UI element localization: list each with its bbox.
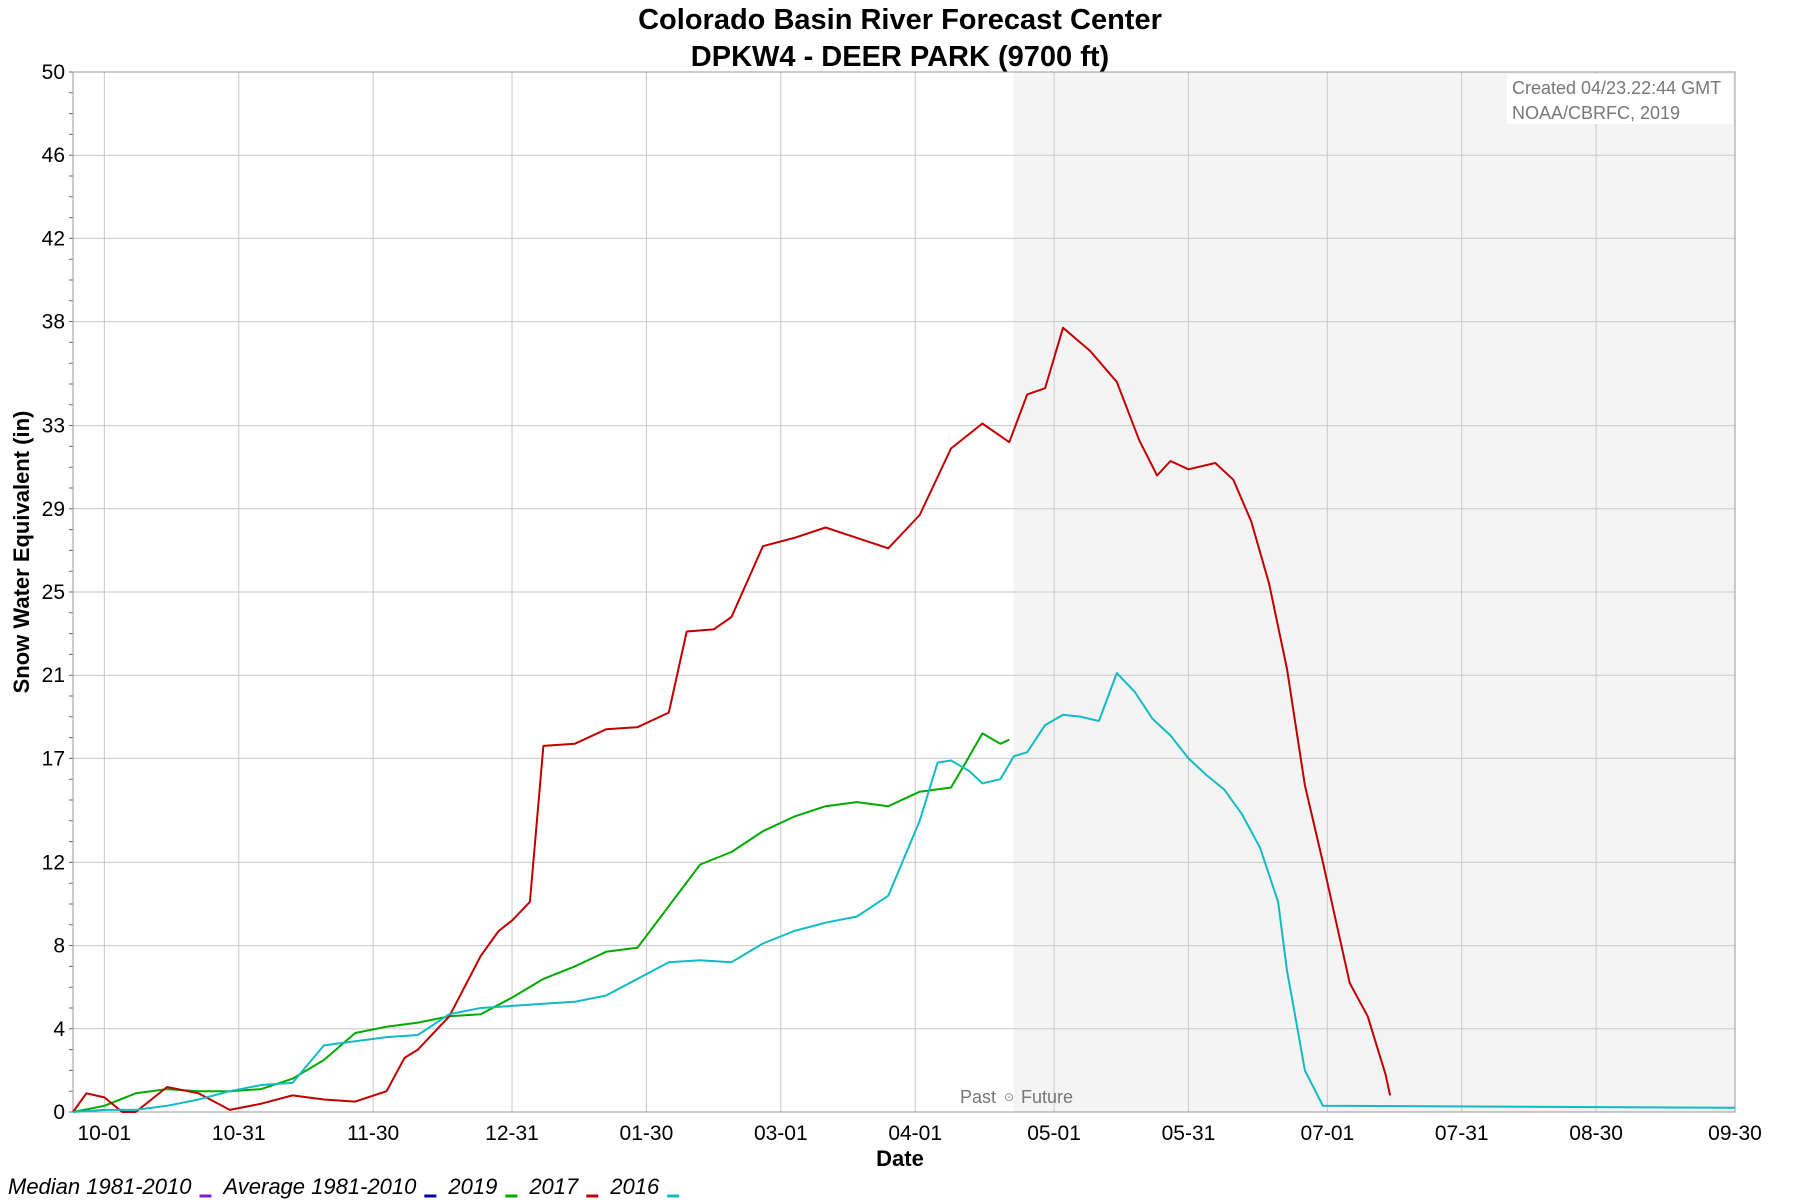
y-tick-label: 0 [53, 1101, 65, 1124]
x-axis-label: Date [876, 1146, 924, 1171]
y-tick-label: 38 [42, 311, 65, 334]
series-line-2017 [72, 326, 1392, 1113]
x-axis-tick-labels: 10-01 10-31 11-30 12-31 01-30 03-01 04-01 05-01… [77, 1122, 1761, 1145]
y-tick-label: 17 [42, 747, 65, 770]
source-note: NOAA/CBRFC, 2019 [1512, 103, 1680, 123]
chart-title: Colorado Basin River Forecast Center [638, 4, 1162, 36]
x-tick-label: 08-30 [1569, 1122, 1623, 1145]
y-axis-tick-labels: 0 4 8 12 17 21 25 29 33 38 42 46 50 [42, 61, 66, 1124]
x-tick-label: 05-31 [1162, 1122, 1216, 1145]
x-tick-label: 09-30 [1708, 1122, 1762, 1145]
legend-entry-label: 2017 [528, 1174, 579, 1199]
legend: Median 1981-2010 Average 1981-2010 2019 201… [8, 1174, 680, 1199]
plot-frame [72, 71, 1736, 1113]
x-tick-label: 11-30 [347, 1122, 399, 1145]
x-tick-label: 07-01 [1300, 1122, 1354, 1145]
x-tick-label: 03-01 [754, 1122, 808, 1145]
series-line-2019 [72, 732, 1010, 1113]
y-tick-label: 4 [53, 1018, 65, 1041]
x-tick-label: 10-31 [212, 1122, 266, 1145]
past-label: Past [960, 1087, 996, 1107]
x-tick-label: 07-31 [1435, 1122, 1489, 1145]
x-tick-label: 01-30 [620, 1122, 674, 1145]
legend-entry-label: Average 1981-2010 [221, 1174, 417, 1199]
x-tick-label: 12-31 [485, 1122, 539, 1145]
x-tick-label: 05-01 [1027, 1122, 1081, 1145]
chart-subtitle: DPKW4 - DEER PARK (9700 ft) [691, 41, 1109, 73]
y-tick-label: 29 [42, 498, 65, 521]
legend-entry-label: 2019 [447, 1174, 497, 1199]
legend-entry-label: Median 1981-2010 [8, 1174, 192, 1199]
series-line-2016 [72, 672, 1736, 1113]
y-tick-label: 25 [42, 581, 65, 604]
gridlines [69, 71, 1736, 1113]
y-tick-label: 8 [53, 935, 65, 958]
y-tick-label: 33 [42, 415, 65, 438]
x-tick-label: 10-01 [77, 1122, 131, 1145]
x-tick-label: 04-01 [888, 1122, 942, 1145]
created-note: Created 04/23.22:44 GMT [1512, 78, 1721, 98]
past-future-split-icon: ⊙ [1004, 1090, 1014, 1104]
series-lines [72, 326, 1736, 1113]
y-axis-label: Snow Water Equivalent (in) [9, 411, 34, 694]
y-tick-label: 21 [42, 664, 65, 687]
future-label: Future [1021, 1087, 1073, 1107]
y-tick-label: 42 [42, 227, 65, 250]
plot-area [69, 71, 1736, 1113]
created-note-box [1507, 74, 1733, 124]
y-tick-label: 12 [42, 851, 65, 874]
y-tick-label: 46 [42, 144, 65, 167]
legend-entry-label: 2016 [609, 1174, 660, 1199]
y-tick-label: 50 [42, 61, 65, 84]
